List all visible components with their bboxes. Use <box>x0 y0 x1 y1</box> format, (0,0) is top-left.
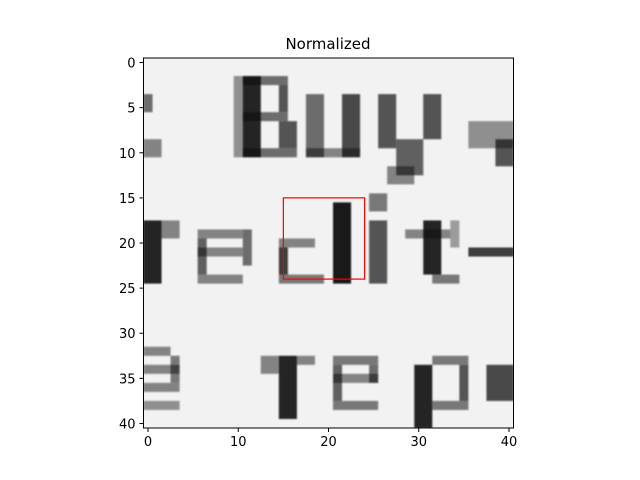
glyph-stroke <box>143 139 162 158</box>
image-glyphs <box>143 76 514 428</box>
y-tick-label: 20 <box>119 237 136 252</box>
glyph-stroke <box>143 382 180 392</box>
glyph-stroke <box>378 94 397 149</box>
glyph-stroke <box>432 274 460 284</box>
image-text-layer <box>143 76 514 428</box>
glyph-stroke <box>305 148 361 158</box>
glyph-stroke <box>161 220 180 239</box>
glyph-stroke <box>333 400 379 410</box>
glyph-stroke <box>486 364 514 401</box>
glyph-stroke <box>432 400 469 410</box>
x-tick-label: 10 <box>230 435 247 450</box>
y-tick-label: 10 <box>119 147 136 162</box>
glyph-stroke <box>342 94 361 158</box>
glyph-stroke <box>333 373 379 383</box>
glyph-stroke <box>459 364 469 401</box>
glyph-stroke <box>143 346 171 356</box>
glyph-stroke <box>369 364 379 383</box>
x-tick-label: 0 <box>144 435 152 450</box>
y-tick-label: 25 <box>119 282 136 297</box>
glyph-stroke <box>423 220 442 275</box>
y-axis: 0 5 10 15 20 25 30 35 40 <box>119 57 144 432</box>
image-heatmap <box>143 58 514 428</box>
glyph-stroke <box>333 202 352 284</box>
y-tick-label: 5 <box>127 102 135 117</box>
glyph-stroke <box>387 166 415 185</box>
glyph-stroke <box>432 355 469 365</box>
glyph-stroke <box>242 148 297 158</box>
glyph-stroke <box>197 247 243 257</box>
glyph-stroke <box>405 229 451 239</box>
y-tick-label: 0 <box>127 57 135 72</box>
glyph-stroke <box>143 94 153 113</box>
glyph-stroke <box>242 76 288 86</box>
glyph-stroke <box>278 355 297 419</box>
glyph-stroke <box>369 193 388 212</box>
y-tick-label: 30 <box>119 327 136 342</box>
x-tick-label: 40 <box>501 435 518 450</box>
glyph-stroke <box>242 229 252 266</box>
glyph-stroke <box>170 355 180 383</box>
glyph-stroke <box>450 220 460 248</box>
chart-title: Normalized <box>285 35 370 53</box>
glyph-stroke <box>305 94 324 158</box>
glyph-stroke <box>143 220 162 284</box>
y-tick-label: 35 <box>119 372 136 387</box>
y-tick-label: 40 <box>119 417 136 432</box>
x-axis: 0 10 20 30 40 <box>144 428 517 450</box>
glyph-stroke <box>260 355 279 374</box>
glyph-stroke <box>278 121 297 149</box>
highlight-box <box>282 197 366 280</box>
glyph-stroke <box>468 247 514 257</box>
glyph-stroke <box>414 364 433 428</box>
glyph-stroke <box>242 112 288 122</box>
x-tick-label: 30 <box>410 435 427 450</box>
glyph-stroke <box>278 85 288 113</box>
glyph-stroke <box>333 355 379 365</box>
glyph-stroke <box>423 94 442 140</box>
glyph-stroke <box>143 400 180 410</box>
glyph-stroke <box>495 139 514 167</box>
x-tick-label: 20 <box>320 435 337 450</box>
glyph-stroke <box>296 355 315 365</box>
glyph-stroke <box>197 229 243 239</box>
glyph-stroke <box>278 238 315 248</box>
y-tick-label: 15 <box>119 192 136 207</box>
glyph-stroke <box>143 364 180 374</box>
glyph-stroke <box>197 274 243 284</box>
glyph-stroke <box>233 76 243 158</box>
glyph-stroke <box>369 220 388 284</box>
